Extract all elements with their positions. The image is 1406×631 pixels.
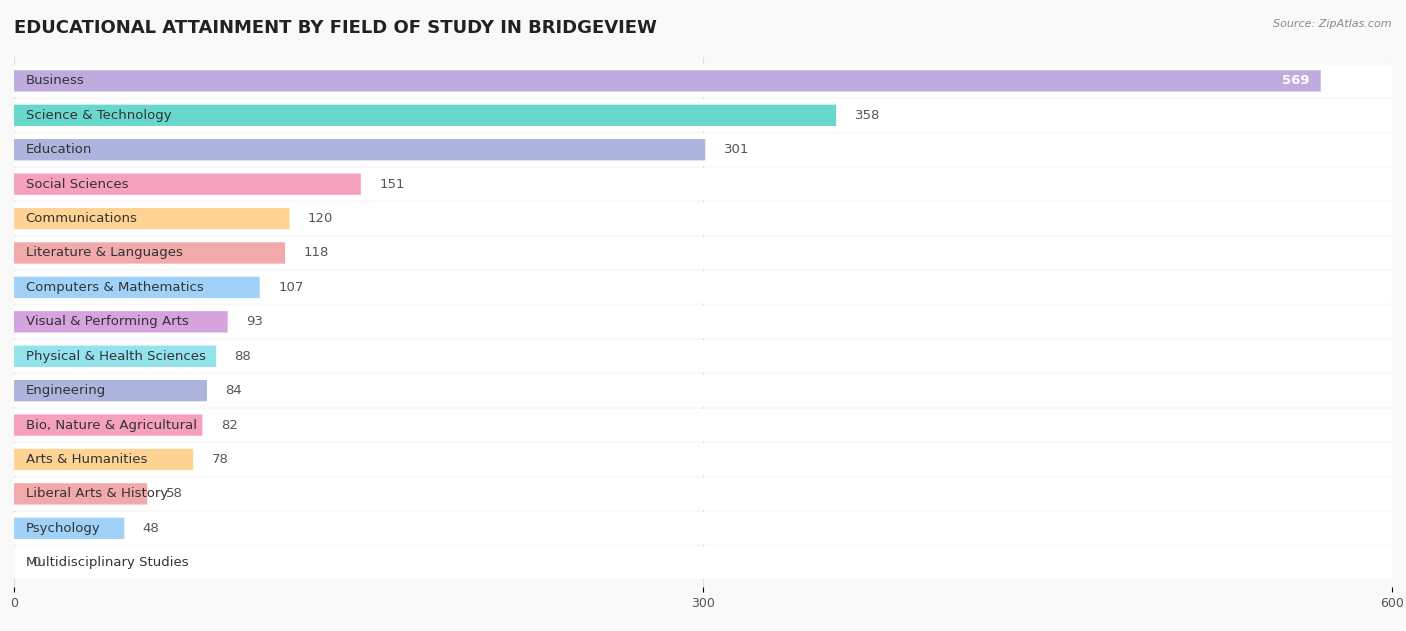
FancyBboxPatch shape: [14, 277, 260, 298]
Text: 569: 569: [1282, 74, 1309, 87]
Text: 358: 358: [855, 109, 880, 122]
FancyBboxPatch shape: [14, 346, 217, 367]
FancyBboxPatch shape: [14, 409, 1392, 441]
FancyBboxPatch shape: [14, 415, 202, 436]
Text: Communications: Communications: [25, 212, 138, 225]
Text: 84: 84: [225, 384, 242, 397]
FancyBboxPatch shape: [14, 174, 361, 195]
Text: Education: Education: [25, 143, 91, 156]
FancyBboxPatch shape: [14, 444, 1392, 476]
Text: Science & Technology: Science & Technology: [25, 109, 172, 122]
Text: Engineering: Engineering: [25, 384, 105, 397]
Text: Physical & Health Sciences: Physical & Health Sciences: [25, 350, 205, 363]
Text: Psychology: Psychology: [25, 522, 100, 535]
FancyBboxPatch shape: [14, 305, 1392, 338]
Text: Social Sciences: Social Sciences: [25, 178, 128, 191]
Text: 78: 78: [211, 453, 228, 466]
FancyBboxPatch shape: [14, 208, 290, 229]
FancyBboxPatch shape: [14, 483, 148, 505]
Text: 118: 118: [304, 247, 329, 259]
FancyBboxPatch shape: [14, 168, 1392, 200]
Text: Literature & Languages: Literature & Languages: [25, 247, 183, 259]
FancyBboxPatch shape: [14, 478, 1392, 510]
Text: 88: 88: [235, 350, 252, 363]
FancyBboxPatch shape: [14, 517, 124, 539]
FancyBboxPatch shape: [14, 134, 1392, 166]
FancyBboxPatch shape: [14, 99, 1392, 131]
Text: 301: 301: [724, 143, 749, 156]
Text: 82: 82: [221, 418, 238, 432]
FancyBboxPatch shape: [14, 139, 706, 160]
Text: Liberal Arts & History: Liberal Arts & History: [25, 487, 167, 500]
FancyBboxPatch shape: [14, 105, 837, 126]
FancyBboxPatch shape: [14, 203, 1392, 235]
Text: Multidisciplinary Studies: Multidisciplinary Studies: [25, 557, 188, 569]
Text: Bio, Nature & Agricultural: Bio, Nature & Agricultural: [25, 418, 197, 432]
Text: Arts & Humanities: Arts & Humanities: [25, 453, 146, 466]
FancyBboxPatch shape: [14, 271, 1392, 304]
FancyBboxPatch shape: [14, 546, 1392, 579]
FancyBboxPatch shape: [14, 242, 285, 264]
Text: Computers & Mathematics: Computers & Mathematics: [25, 281, 204, 294]
Text: 120: 120: [308, 212, 333, 225]
Text: Business: Business: [25, 74, 84, 87]
FancyBboxPatch shape: [14, 65, 1392, 97]
Text: 0: 0: [32, 557, 41, 569]
FancyBboxPatch shape: [14, 237, 1392, 269]
FancyBboxPatch shape: [14, 340, 1392, 372]
Text: 48: 48: [142, 522, 159, 535]
Text: Visual & Performing Arts: Visual & Performing Arts: [25, 316, 188, 328]
Text: 107: 107: [278, 281, 304, 294]
FancyBboxPatch shape: [14, 374, 1392, 407]
Text: 58: 58: [166, 487, 183, 500]
FancyBboxPatch shape: [14, 512, 1392, 545]
Text: EDUCATIONAL ATTAINMENT BY FIELD OF STUDY IN BRIDGEVIEW: EDUCATIONAL ATTAINMENT BY FIELD OF STUDY…: [14, 19, 657, 37]
FancyBboxPatch shape: [14, 449, 193, 470]
FancyBboxPatch shape: [14, 70, 1320, 91]
Text: 93: 93: [246, 316, 263, 328]
FancyBboxPatch shape: [14, 311, 228, 333]
Text: Source: ZipAtlas.com: Source: ZipAtlas.com: [1274, 19, 1392, 29]
FancyBboxPatch shape: [14, 380, 207, 401]
Text: 151: 151: [380, 178, 405, 191]
